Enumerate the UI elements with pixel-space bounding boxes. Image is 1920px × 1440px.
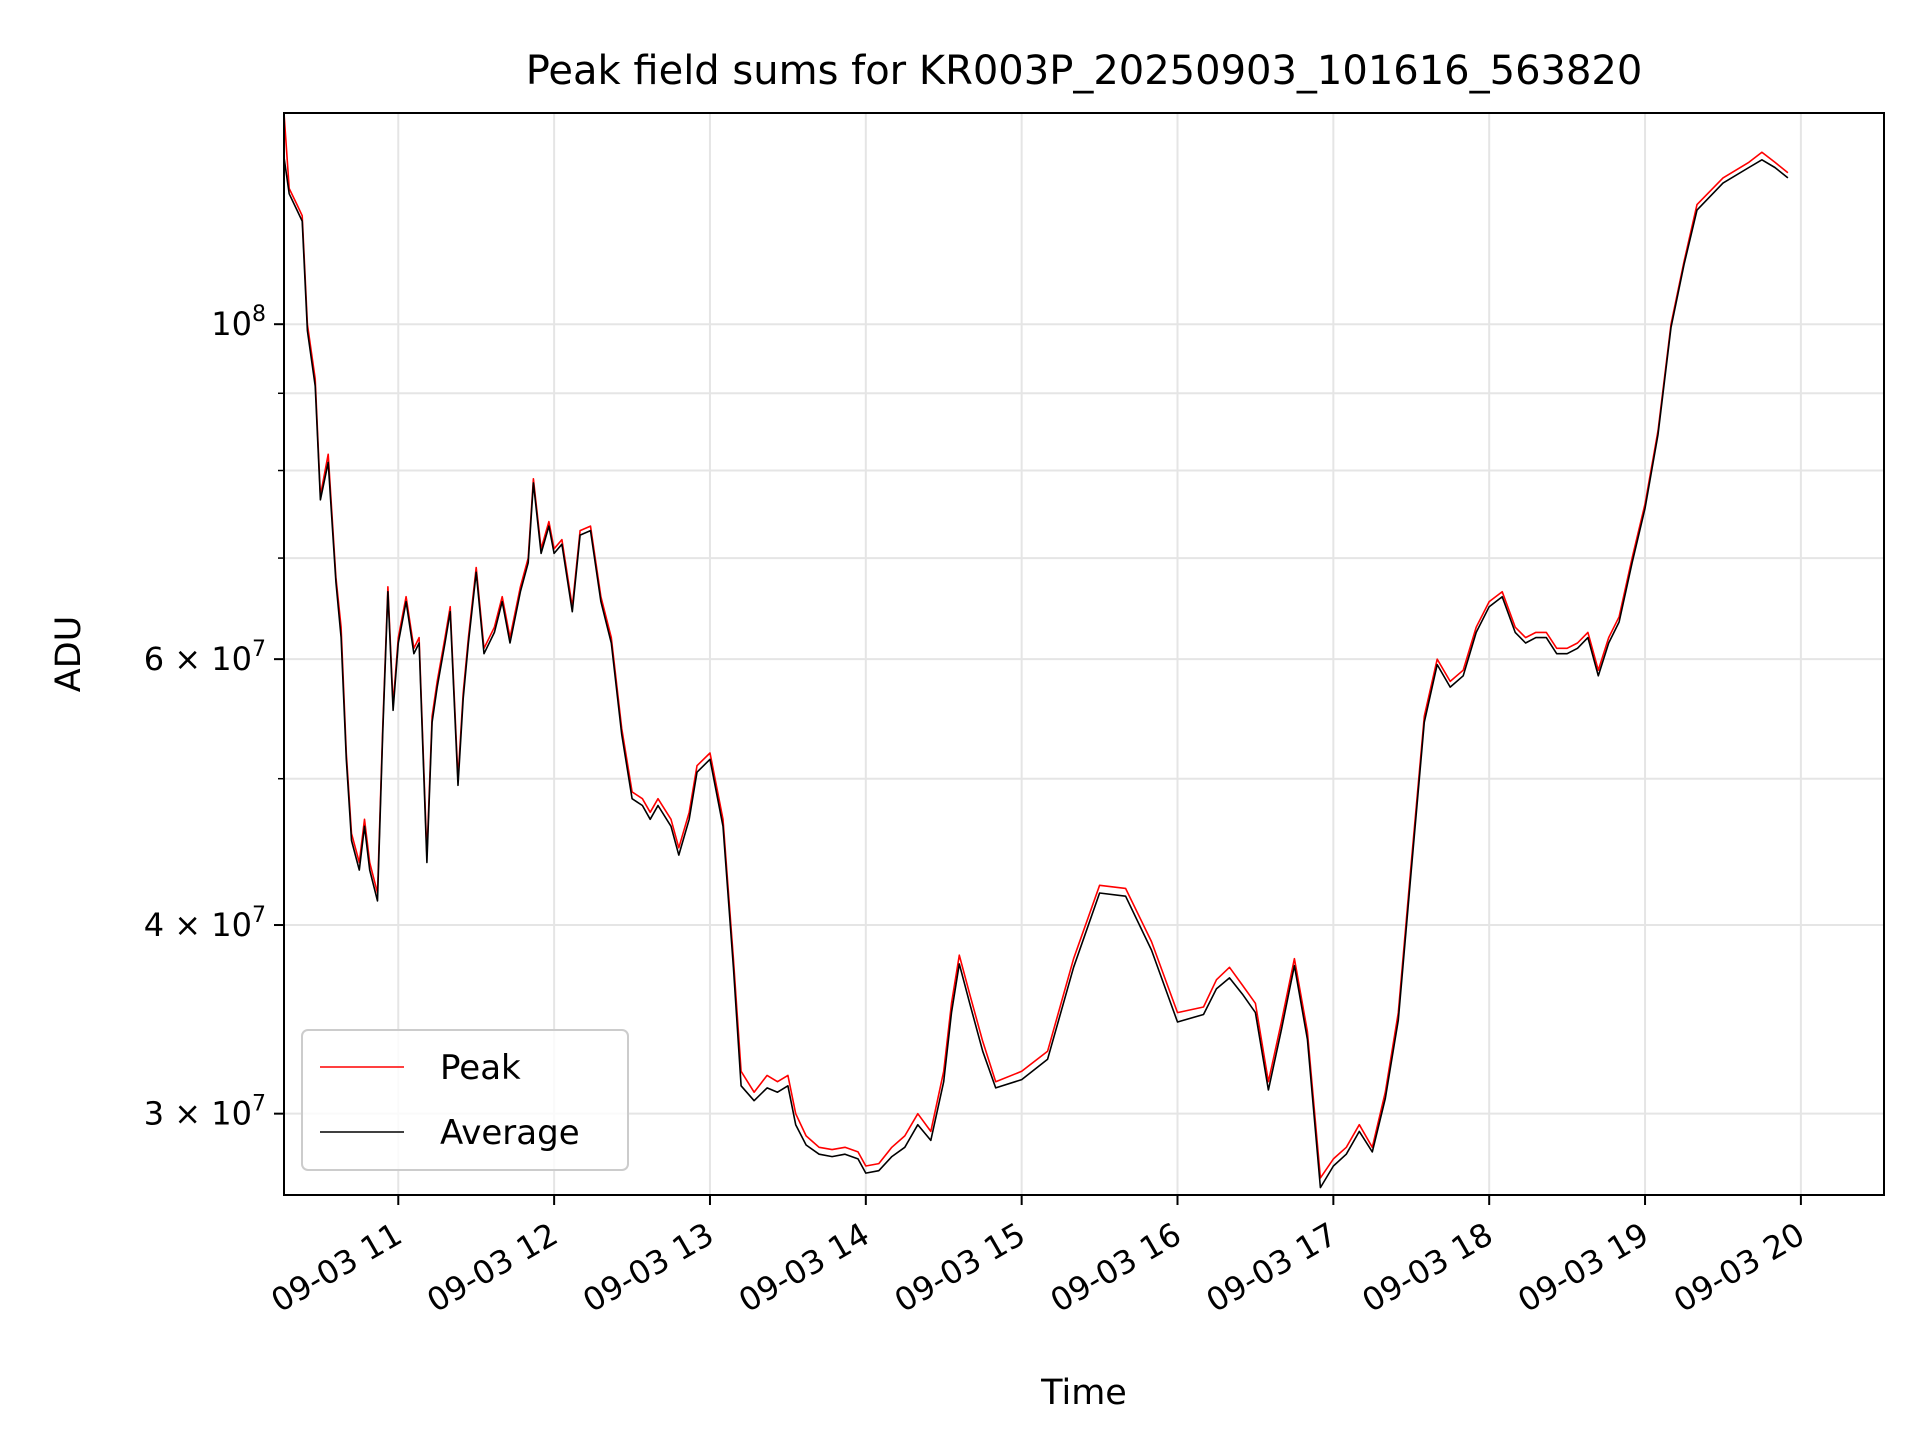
y-axis-label: ADU xyxy=(49,616,89,693)
plot-area xyxy=(284,113,1789,1189)
y-tick-label: 3 × 107 xyxy=(144,1092,266,1133)
series-line-average xyxy=(284,157,1789,1189)
plot-frame xyxy=(283,112,1885,1196)
y-tick-label: 4 × 107 xyxy=(144,903,266,944)
legend-label-average: Average xyxy=(440,1113,580,1153)
x-axis-label: Time xyxy=(1040,1373,1127,1413)
legend: Peak Average xyxy=(301,1029,629,1171)
grid xyxy=(284,113,1884,1195)
legend-box xyxy=(301,1029,629,1171)
y-tick-label: 108 xyxy=(211,302,266,343)
y-tick-label: 6 × 107 xyxy=(144,637,266,678)
chart-title: Peak field sums for KR003P_20250903_1016… xyxy=(526,48,1643,94)
legend-label-peak: Peak xyxy=(440,1048,521,1088)
y-axis: 108 6 × 107 4 × 107 3 × 107 xyxy=(144,302,284,1133)
